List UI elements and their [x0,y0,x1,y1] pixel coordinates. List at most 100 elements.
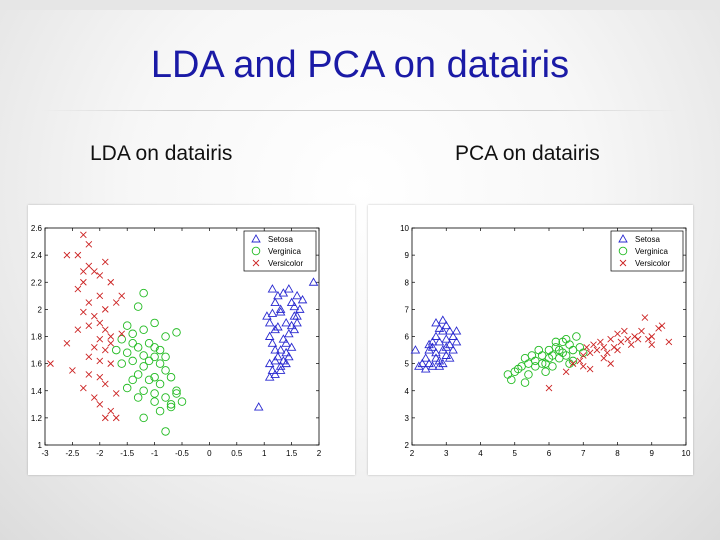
pca-x-tick-label: 5 [513,449,518,458]
pca-point-setosa [417,358,428,368]
lda-y-tick-label: 2.6 [31,224,43,233]
pca-point-versicolor [586,365,594,373]
pca-point-setosa [431,353,441,362]
pca-legend-box [610,230,684,272]
pca-legend-marker-versicolor [619,259,627,267]
pca-point-verginica [551,337,561,347]
lda-point-verginica [166,372,176,382]
pca-point-verginica [548,362,557,371]
pca-point-verginica [513,364,523,374]
pca-x-tick-label: 3 [444,449,449,458]
pca-point-setosa [451,326,462,335]
lda-legend-label-setosa: Setosa [268,235,293,244]
pca-x-tick-label: 4 [478,449,483,458]
lda-point-verginica [139,325,148,334]
lda-point-verginica [117,334,126,344]
lda-point-versicolor [63,251,71,259]
lda-y-tick-label: 1.6 [31,360,43,369]
lda-x-tick-label: 2 [317,449,322,458]
pca-legend-label-setosa: Setosa [635,235,660,244]
right-chart-caption: PCA on datairis [455,142,600,165]
lda-point-verginica [177,397,187,406]
lda-point-versicolor [107,360,115,367]
lda-point-setosa [267,284,278,293]
lda-point-verginica [172,386,181,395]
pca-point-versicolor [545,384,553,392]
pca-point-versicolor [665,338,673,346]
pca-point-setosa [414,361,424,370]
pca-point-versicolor [621,327,628,335]
pca-scatter-chart: 2 3 4 5 6 7 8 9 10 2 3 4 5 6 7 8 9 10 Setosa Verginica Versi… [400,224,691,458]
top-band [0,0,720,10]
pca-point-versicolor [634,335,642,343]
lda-x-tick-label: 0.5 [231,449,243,458]
pca-point-versicolor [655,325,662,332]
lda-point-versicolor [112,414,120,422]
lda-point-verginica [122,348,132,358]
pca-point-verginica [541,367,550,377]
lda-point-verginica [111,345,121,355]
lda-point-versicolor [96,335,104,343]
lda-y-tick-label: 2 [38,305,43,314]
lda-point-versicolor [85,262,93,270]
pca-point-setosa [427,361,438,370]
pca-point-setosa [434,361,445,370]
pca-point-setosa [451,337,462,346]
lda-point-verginica [161,427,170,436]
lda-point-versicolor [101,346,109,354]
lda-point-setosa [281,347,291,357]
lda-point-setosa [292,311,302,320]
pca-point-versicolor [579,352,587,359]
pca-point-versicolor [600,354,608,362]
lda-point-setosa [267,338,278,347]
lda-point-setosa [281,358,291,368]
pca-legend-marker-verginica [618,246,628,256]
lda-point-versicolor [69,367,76,374]
pca-legend-label-versicolor: Versicolor [635,259,670,268]
pca-point-setosa [441,320,452,330]
lda-point-setosa [267,365,278,374]
lda-point-verginica [161,393,170,402]
pca-point-versicolor [579,363,587,370]
lda-y-tick-label: 2.2 [31,278,43,287]
title-divider [40,110,680,111]
lda-point-verginica [161,332,170,341]
lda-point-versicolor [91,394,98,401]
lda-point-verginica [150,318,159,328]
lda-point-versicolor [80,384,87,392]
pca-y-tick-label: 4 [405,387,410,396]
lda-point-setosa [270,369,280,378]
pca-point-verginica [572,332,581,341]
lda-point-verginica [139,351,148,360]
pca-point-setosa [444,339,455,349]
lda-point-versicolor [74,326,82,334]
lda-point-setosa [297,294,308,304]
pca-y-tick-label: 6 [405,333,410,342]
lda-point-setosa [281,338,291,347]
lda-point-verginica [122,321,132,330]
lda-x-tick-label: -3 [41,449,49,458]
lda-point-versicolor [112,390,120,397]
lda-point-setosa [270,345,280,354]
lda-point-verginica [166,402,176,412]
lda-point-versicolor [85,299,93,306]
pca-point-versicolor [590,341,597,348]
pca-point-versicolor [562,368,570,376]
lda-point-verginica [155,345,165,355]
lda-series-verginica [111,288,187,436]
pca-legend-label-verginica: Verginica [635,247,668,256]
lda-point-versicolor [96,373,104,381]
pca-point-verginica [507,375,516,385]
lda-point-verginica [150,352,159,362]
lda-point-verginica [128,329,137,339]
lda-point-verginica [150,389,159,398]
pca-point-versicolor [648,341,656,348]
lda-point-verginica [133,393,143,402]
pca-point-verginica [578,348,588,358]
pca-point-setosa [438,358,448,368]
pca-point-setosa [438,345,448,354]
lda-point-verginica [161,366,170,375]
pca-point-setosa [410,345,421,354]
lda-point-verginica [172,328,181,337]
pca-point-setosa [448,345,458,354]
